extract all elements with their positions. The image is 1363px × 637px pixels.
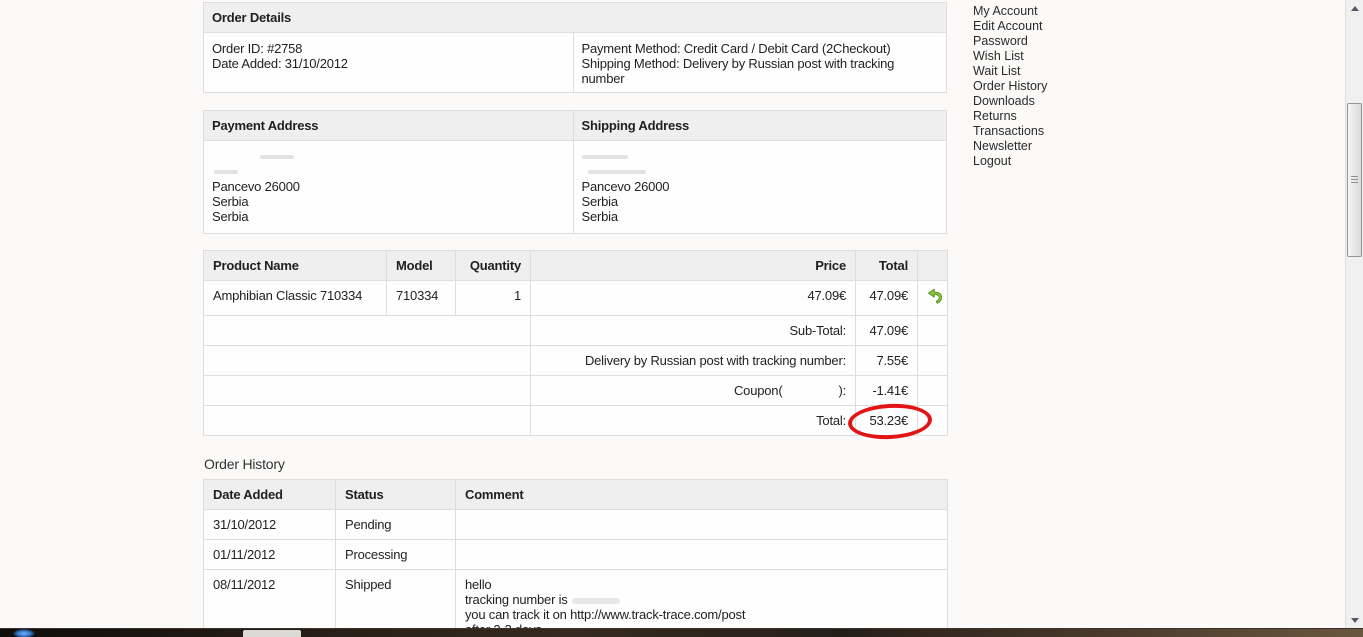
subtotal-value: 47.09€ [855, 315, 918, 346]
subtotal-label: Sub-Total: [530, 315, 856, 346]
addresses-body: Pancevo 26000 Serbia Serbia Pancevo 2600… [203, 141, 947, 234]
order-details-header: Order Details [203, 2, 947, 33]
address-country-line: Serbia [212, 209, 249, 224]
redacted-coupon-code [782, 387, 838, 395]
history-header-row: Date Added Status Comment [203, 479, 948, 510]
history-comment [455, 509, 948, 540]
shipping-total-row: Delivery by Russian post with tracking n… [203, 345, 948, 376]
order-id-text: Order ID: #2758 [212, 41, 303, 56]
payment-method-text: Payment Method: Credit Card / Debit Card… [581, 41, 891, 56]
col-comment: Comment [455, 479, 948, 510]
address-city-line: Pancevo 26000 [212, 179, 300, 194]
grand-total-value: 53.23€ [855, 405, 918, 436]
history-status: Pending [335, 509, 456, 540]
product-total-cell: 47.09€ [855, 280, 918, 316]
address-city-line: Pancevo 26000 [581, 179, 670, 194]
product-name-cell: Amphibian Classic 710334 [203, 280, 387, 316]
sidebar-item-wish-list[interactable]: Wish List [973, 49, 1024, 63]
sidebar-item-order-history[interactable]: Order History [973, 79, 1048, 93]
col-model: Model [386, 250, 456, 281]
order-details-title: Order Details [212, 10, 292, 25]
history-row: 01/11/2012 Processing [203, 539, 948, 570]
coupon-label: Coupon(): [530, 375, 856, 406]
arrow-up-icon [1351, 6, 1359, 11]
address-country-line: Serbia [581, 209, 619, 224]
vertical-scrollbar[interactable] [1345, 0, 1363, 637]
order-info-right: Payment Method: Credit Card / Debit Card… [572, 33, 947, 92]
product-actions-cell [917, 280, 948, 316]
history-date: 01/11/2012 [203, 539, 336, 570]
sidebar-item-wait-list[interactable]: Wait List [973, 64, 1021, 78]
col-actions [917, 250, 948, 281]
return-icon-path [928, 288, 943, 304]
product-quantity-cell: 1 [455, 280, 531, 316]
history-row: 08/11/2012 Shipped hello tracking number… [203, 569, 948, 637]
address-region-line: Serbia [581, 194, 619, 209]
order-info-left: Order ID: #2758 Date Added: 31/10/2012 [204, 33, 573, 92]
start-button[interactable] [13, 629, 35, 637]
sidebar-item-newsletter[interactable]: Newsletter [973, 139, 1033, 153]
taskbar-edge [0, 628, 1363, 637]
addresses-header: Payment Address Shipping Address [203, 110, 947, 141]
products-table: Product Name Model Quantity Price Total … [203, 250, 948, 436]
shipping-total-value: 7.55€ [855, 345, 918, 376]
scrollbar-grip-icon [1351, 176, 1358, 184]
sidebar-item-transactions[interactable]: Transactions [973, 124, 1045, 138]
payment-address-title: Payment Address [212, 118, 319, 133]
scrollbar-thumb[interactable] [1347, 103, 1362, 257]
product-row: Amphibian Classic 710334 710334 1 47.09€… [203, 280, 948, 316]
scroll-down-button[interactable] [1346, 612, 1363, 629]
product-model-cell: 710334 [386, 280, 456, 316]
col-total: Total [855, 250, 918, 281]
order-history-table: Date Added Status Comment 31/10/2012 Pen… [203, 479, 948, 637]
sidebar-item-my-account[interactable]: My Account [973, 4, 1038, 18]
arrow-down-icon [1351, 618, 1359, 623]
sidebar-item-returns[interactable]: Returns [973, 109, 1017, 123]
payment-address-block: Pancevo 26000 Serbia Serbia [204, 141, 573, 233]
col-price: Price [530, 250, 856, 281]
history-comment: hello tracking number is you can track i… [455, 569, 948, 637]
history-date: 31/10/2012 [203, 509, 336, 540]
shipping-method-text: Shipping Method: Delivery by Russian pos… [581, 56, 895, 86]
coupon-value: -1.41€ [855, 375, 918, 406]
return-icon[interactable] [927, 288, 945, 305]
shipping-total-label: Delivery by Russian post with tracking n… [530, 345, 856, 376]
coupon-row: Coupon(): -1.41€ [203, 375, 948, 406]
scroll-up-button[interactable] [1346, 0, 1363, 17]
history-status: Shipped [335, 569, 456, 637]
addresses-panel: Payment Address Shipping Address Pancevo… [203, 110, 947, 234]
order-details-panel: Order Details Order ID: #2758 Date Added… [203, 2, 947, 93]
col-quantity: Quantity [455, 250, 531, 281]
address-region-line: Serbia [212, 194, 249, 209]
redacted-street-line [582, 164, 939, 179]
redacted-tracking-number [571, 597, 620, 604]
sidebar-item-downloads[interactable]: Downloads [973, 94, 1035, 108]
order-history-title: Order History [204, 456, 285, 472]
sidebar-item-edit-account[interactable]: Edit Account [973, 19, 1043, 33]
taskbar-window-button[interactable] [243, 630, 301, 637]
subtotal-row: Sub-Total: 47.09€ [203, 315, 948, 346]
col-date-added: Date Added [203, 479, 336, 510]
history-date: 08/11/2012 [203, 569, 336, 637]
redacted-name-line [212, 149, 565, 164]
history-comment [455, 539, 948, 570]
col-product-name: Product Name [203, 250, 387, 281]
shipping-address-title: Shipping Address [572, 111, 947, 140]
history-row: 31/10/2012 Pending [203, 509, 948, 540]
order-details-body: Order ID: #2758 Date Added: 31/10/2012 P… [203, 33, 947, 93]
col-status: Status [335, 479, 456, 510]
redacted-name-line [581, 149, 939, 164]
grand-total-row: Total: 53.23€ [203, 405, 948, 436]
account-sidebar: My Account Edit Account Password Wish Li… [973, 4, 1047, 169]
grand-total-label: Total: [530, 405, 856, 436]
shipping-address-block: Pancevo 26000 Serbia Serbia [572, 141, 947, 233]
order-date-text: Date Added: 31/10/2012 [212, 56, 348, 71]
history-status: Processing [335, 539, 456, 570]
redacted-street-line [212, 164, 565, 179]
sidebar-item-password[interactable]: Password [973, 34, 1028, 48]
products-header-row: Product Name Model Quantity Price Total [203, 250, 948, 281]
sidebar-item-logout[interactable]: Logout [973, 154, 1012, 168]
product-price-cell: 47.09€ [530, 280, 856, 316]
